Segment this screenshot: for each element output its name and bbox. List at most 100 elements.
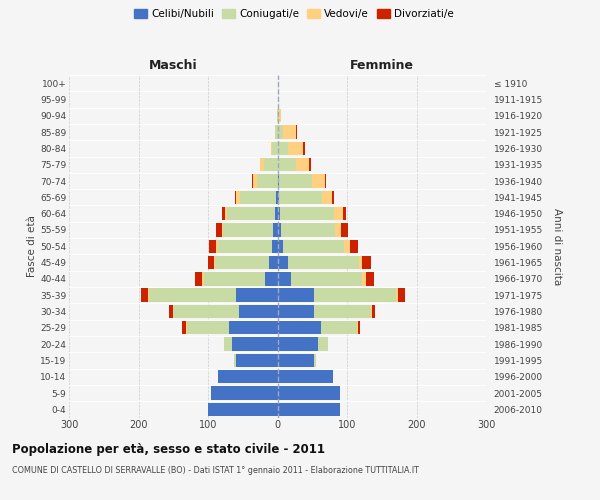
Text: Popolazione per età, sesso e stato civile - 2011: Popolazione per età, sesso e stato civil… bbox=[12, 442, 325, 456]
Bar bbox=[277, 288, 314, 302]
Bar bbox=[279, 109, 281, 122]
Bar bbox=[239, 305, 277, 318]
Bar bbox=[257, 174, 277, 188]
Bar bbox=[359, 256, 362, 269]
Bar bbox=[277, 354, 314, 367]
Bar bbox=[344, 240, 350, 253]
Bar bbox=[149, 288, 236, 302]
Bar bbox=[209, 240, 217, 253]
Y-axis label: Fasce di età: Fasce di età bbox=[27, 216, 37, 277]
Bar bbox=[398, 288, 404, 302]
Bar bbox=[272, 240, 277, 253]
Bar bbox=[218, 240, 272, 253]
Bar bbox=[269, 256, 277, 269]
Bar bbox=[366, 272, 374, 285]
Bar bbox=[277, 272, 292, 285]
Bar bbox=[277, 174, 279, 188]
Bar bbox=[288, 256, 359, 269]
Bar bbox=[202, 272, 204, 285]
Bar bbox=[277, 142, 288, 155]
Bar bbox=[226, 207, 227, 220]
Bar bbox=[235, 190, 236, 204]
Bar bbox=[362, 256, 371, 269]
Bar bbox=[182, 321, 186, 334]
Bar bbox=[196, 272, 202, 285]
Bar bbox=[335, 224, 341, 236]
Bar bbox=[279, 190, 322, 204]
Bar bbox=[362, 272, 366, 285]
Bar bbox=[292, 272, 362, 285]
Bar bbox=[217, 240, 218, 253]
Bar bbox=[277, 109, 279, 122]
Bar bbox=[357, 321, 358, 334]
Bar bbox=[187, 321, 229, 334]
Bar bbox=[140, 288, 148, 302]
Bar bbox=[218, 370, 277, 384]
Bar bbox=[217, 224, 222, 236]
Bar bbox=[277, 207, 280, 220]
Bar bbox=[169, 305, 173, 318]
Bar bbox=[281, 224, 335, 236]
Bar bbox=[208, 256, 214, 269]
Bar bbox=[223, 224, 274, 236]
Bar bbox=[303, 142, 305, 155]
Bar bbox=[350, 240, 358, 253]
Bar bbox=[222, 224, 223, 236]
Bar bbox=[214, 256, 215, 269]
Bar bbox=[277, 224, 281, 236]
Bar bbox=[314, 288, 395, 302]
Bar bbox=[277, 126, 283, 139]
Bar bbox=[208, 402, 277, 416]
Bar bbox=[148, 288, 149, 302]
Text: Femmine: Femmine bbox=[350, 60, 414, 72]
Bar bbox=[277, 338, 318, 351]
Bar bbox=[277, 158, 296, 172]
Bar bbox=[280, 207, 334, 220]
Bar bbox=[283, 240, 344, 253]
Bar bbox=[277, 93, 278, 106]
Bar bbox=[288, 142, 303, 155]
Bar bbox=[277, 402, 340, 416]
Bar bbox=[271, 142, 272, 155]
Bar bbox=[173, 305, 239, 318]
Bar bbox=[332, 190, 334, 204]
Bar bbox=[274, 224, 277, 236]
Bar bbox=[277, 370, 333, 384]
Bar bbox=[310, 158, 311, 172]
Bar bbox=[234, 354, 236, 367]
Bar bbox=[215, 256, 269, 269]
Bar bbox=[277, 321, 320, 334]
Bar bbox=[312, 174, 325, 188]
Bar bbox=[277, 256, 288, 269]
Bar bbox=[272, 142, 277, 155]
Bar bbox=[320, 321, 357, 334]
Bar bbox=[252, 174, 253, 188]
Bar bbox=[186, 321, 187, 334]
Bar bbox=[211, 386, 277, 400]
Bar bbox=[277, 240, 283, 253]
Bar bbox=[283, 126, 296, 139]
Bar bbox=[204, 272, 265, 285]
Bar bbox=[318, 338, 328, 351]
Bar bbox=[236, 288, 277, 302]
Bar bbox=[334, 207, 343, 220]
Bar bbox=[227, 207, 275, 220]
Bar bbox=[265, 272, 277, 285]
Bar bbox=[314, 354, 316, 367]
Bar bbox=[232, 338, 277, 351]
Bar bbox=[253, 174, 257, 188]
Bar bbox=[236, 190, 240, 204]
Bar bbox=[229, 321, 277, 334]
Bar bbox=[325, 174, 326, 188]
Bar bbox=[276, 190, 277, 204]
Bar bbox=[341, 224, 347, 236]
Bar bbox=[224, 338, 232, 351]
Bar bbox=[371, 305, 372, 318]
Bar bbox=[343, 207, 346, 220]
Bar bbox=[277, 305, 314, 318]
Text: COMUNE DI CASTELLO DI SERRAVALLE (BO) - Dati ISTAT 1° gennaio 2011 - Elaborazion: COMUNE DI CASTELLO DI SERRAVALLE (BO) - … bbox=[12, 466, 419, 475]
Bar bbox=[277, 386, 340, 400]
Bar bbox=[395, 288, 398, 302]
Bar bbox=[296, 158, 310, 172]
Bar bbox=[322, 190, 332, 204]
